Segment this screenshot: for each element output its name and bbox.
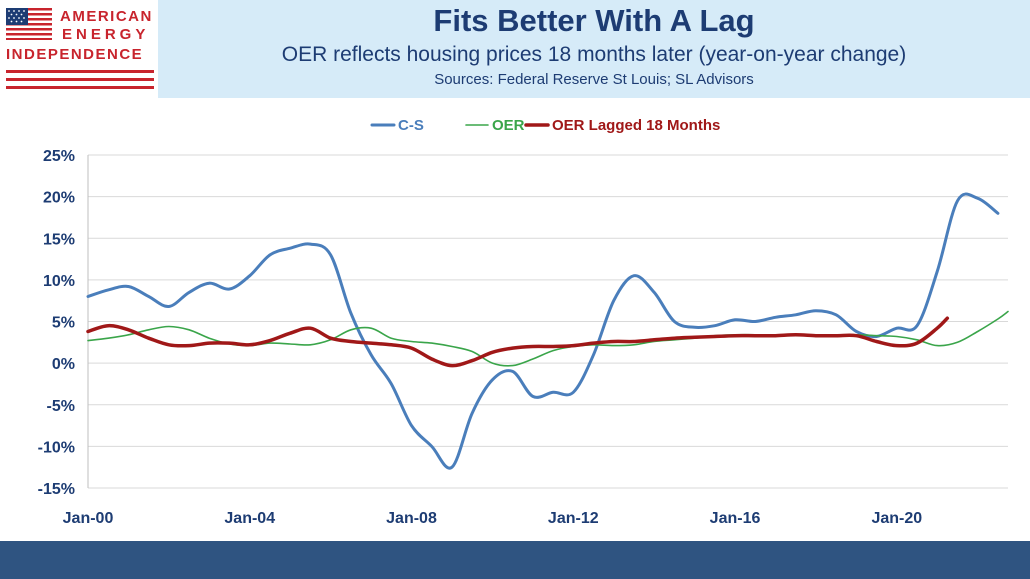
- y-tick-label: 20%: [43, 190, 75, 207]
- chart-series: [86, 192, 1009, 470]
- y-tick-label: 15%: [43, 231, 75, 248]
- legend-label: OER Lagged 18 Months: [552, 117, 720, 134]
- series-line-c-s: [86, 192, 1000, 470]
- legend-label: OER: [492, 117, 525, 134]
- y-tick-label: 10%: [43, 273, 75, 290]
- y-axis-ticks: 25% 20% 15% 10% 5% 0% -5% -10% -15%: [38, 148, 75, 498]
- logo-line-american: AMERICAN: [60, 8, 153, 25]
- x-tick-label: Jan-00: [63, 510, 114, 527]
- us-flag-icon: [6, 8, 52, 40]
- series-line-oer-lagged-18-months: [86, 316, 950, 368]
- chart-sources: Sources: Federal Reserve St Louis; SL Ad…: [434, 71, 754, 88]
- chart-subtitle: OER reflects housing prices 18 months la…: [281, 43, 907, 66]
- y-tick-label: 0%: [52, 356, 75, 373]
- chart-legend: C-S OER OER Lagged 18 Months: [370, 117, 720, 134]
- legend-label: C-S: [398, 117, 424, 134]
- line-chart: C-S OER OER Lagged 18 Months 25% 20% 15% 10% 5…: [38, 117, 1009, 527]
- logo-stripe: [6, 86, 154, 89]
- x-tick-label: Jan-04: [224, 510, 275, 527]
- x-tick-label: Jan-12: [548, 510, 599, 527]
- x-tick-label: Jan-16: [710, 510, 761, 527]
- chart-grid: [87, 154, 1008, 489]
- american-energy-independence-logo: AMERICAN ENERGY INDEPENDENCE: [6, 6, 154, 94]
- y-tick-label: 5%: [52, 315, 75, 332]
- y-tick-label: -10%: [38, 439, 75, 456]
- chart-title: Fits Better With A Lag: [433, 3, 755, 38]
- y-tick-label: -15%: [38, 481, 75, 498]
- x-tick-label: Jan-20: [871, 510, 922, 527]
- logo-line-independence: INDEPENDENCE: [6, 46, 144, 63]
- x-axis-ticks: Jan-00 Jan-04 Jan-08 Jan-12 Jan-16 Jan-20: [63, 510, 923, 527]
- logo-stripe: [6, 70, 154, 73]
- y-tick-label: 25%: [43, 148, 75, 165]
- logo-line-energy: ENERGY: [62, 26, 150, 43]
- header-band: [158, 0, 1030, 98]
- footer-bar: [0, 541, 1030, 579]
- x-tick-label: Jan-08: [386, 510, 437, 527]
- logo-stripe: [6, 78, 154, 81]
- y-tick-label: -5%: [47, 398, 75, 415]
